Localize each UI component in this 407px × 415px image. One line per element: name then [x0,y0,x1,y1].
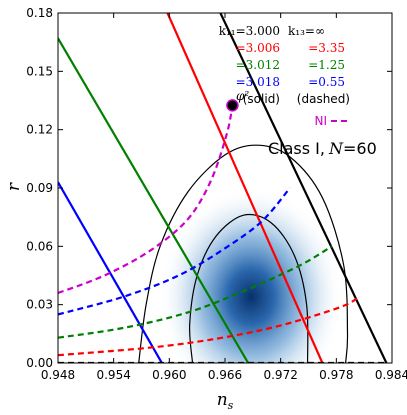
series-dashed-7 [58,187,291,316]
y-tick-label: 0.06 [26,239,53,253]
axis-ticks: 0.948 0.954 0.960 0.966 0.972 0.978 0.984 0.00 0… [26,6,407,382]
contour-1sigma [189,213,309,363]
series-dashed-8 [58,105,234,295]
y-tick-label: 0.09 [26,181,53,195]
x-axis-label-subscript: s [228,399,234,412]
model-curves [58,13,388,363]
series-dashed-6 [58,245,333,339]
series-solid-0 [219,13,388,363]
y-tick-label: 0.18 [26,6,53,20]
series-solid-1 [166,13,324,363]
contour-2sigma [138,144,349,363]
y-tick-label: 0.15 [26,64,53,78]
posterior-density-blob [159,186,343,363]
x-tick-label: 0.984 [375,368,407,382]
posterior-density [159,186,343,363]
legend-red-k11: =3.006 [236,41,280,55]
legend-k13-header: k₁₃=∞ [288,24,325,38]
markers [226,99,239,112]
legend: k₁₁=3.000 k₁₃=∞ =3.006 =3.35 =3.012 =1.2… [219,24,350,128]
series-dashed-5 [58,295,361,357]
y-tick-label: 0.03 [26,298,53,312]
legend-dashed-label: (dashed) [297,92,350,106]
x-axis-label: ns [217,390,234,412]
legend-solid-label: (solid) [243,92,280,106]
class-annotation: Class I, N=60 [268,139,377,158]
legend-blue-k11: =3.018 [236,75,280,89]
x-tick-label: 0.978 [319,368,353,382]
legend-green-k13: =1.25 [308,58,345,72]
x-tick-label: 0.948 [41,368,75,382]
legend-ni-label: NI [314,114,327,128]
legend-red-k13: =3.35 [308,41,345,55]
phi-squared-marker [226,99,239,112]
class-text: Class I, [268,139,325,158]
y-axis-label: r [4,182,24,191]
legend-k11-header: k₁₁=3.000 [219,24,280,38]
x-tick-label: 0.966 [208,368,242,382]
x-tick-label: 0.972 [263,368,297,382]
series-solid-2 [58,37,250,363]
n-value: =60 [343,139,377,158]
n-text: N [328,139,344,158]
x-tick-label: 0.954 [96,368,130,382]
phi-squared-label: φ² [236,89,249,103]
y-tick-label: 0.00 [26,356,53,370]
series-solid-3 [58,181,163,363]
confidence-contours [138,144,349,363]
legend-blue-k13: =0.55 [308,75,345,89]
y-tick-label: 0.12 [26,123,53,137]
x-tick-label: 0.960 [152,368,186,382]
legend-green-k11: =3.012 [236,58,280,72]
